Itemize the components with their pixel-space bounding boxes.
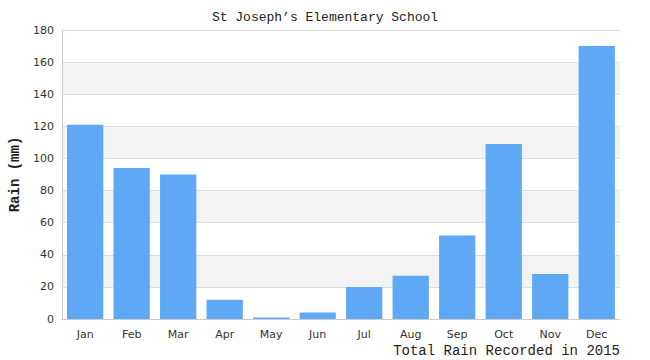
svg-text:Feb: Feb: [122, 328, 141, 341]
svg-text:Total Rain Recorded in 2015: Total Rain Recorded in 2015: [393, 343, 620, 359]
svg-text:Aug: Aug: [400, 328, 421, 341]
svg-text:Mar: Mar: [168, 328, 189, 341]
svg-text:Oct: Oct: [494, 328, 514, 341]
svg-text:Jun: Jun: [308, 328, 326, 341]
svg-text:100: 100: [33, 152, 54, 165]
svg-text:May: May: [260, 328, 283, 341]
svg-text:Jul: Jul: [357, 328, 371, 341]
svg-text:Sep: Sep: [447, 328, 468, 341]
svg-text:Apr: Apr: [215, 328, 235, 341]
svg-text:20: 20: [40, 280, 54, 293]
svg-text:Nov: Nov: [540, 328, 562, 341]
svg-text:St Joseph’s Elementary School: St Joseph’s Elementary School: [212, 10, 438, 25]
svg-text:120: 120: [33, 120, 54, 133]
svg-text:140: 140: [33, 88, 54, 101]
svg-text:180: 180: [33, 24, 54, 37]
svg-text:Jan: Jan: [76, 328, 94, 341]
svg-text:160: 160: [33, 56, 54, 69]
svg-text:80: 80: [40, 184, 54, 197]
svg-text:0: 0: [47, 313, 54, 326]
svg-text:Rain (mm): Rain (mm): [7, 137, 23, 213]
svg-text:40: 40: [40, 248, 54, 261]
svg-text:Dec: Dec: [586, 328, 607, 341]
svg-text:60: 60: [40, 216, 54, 229]
